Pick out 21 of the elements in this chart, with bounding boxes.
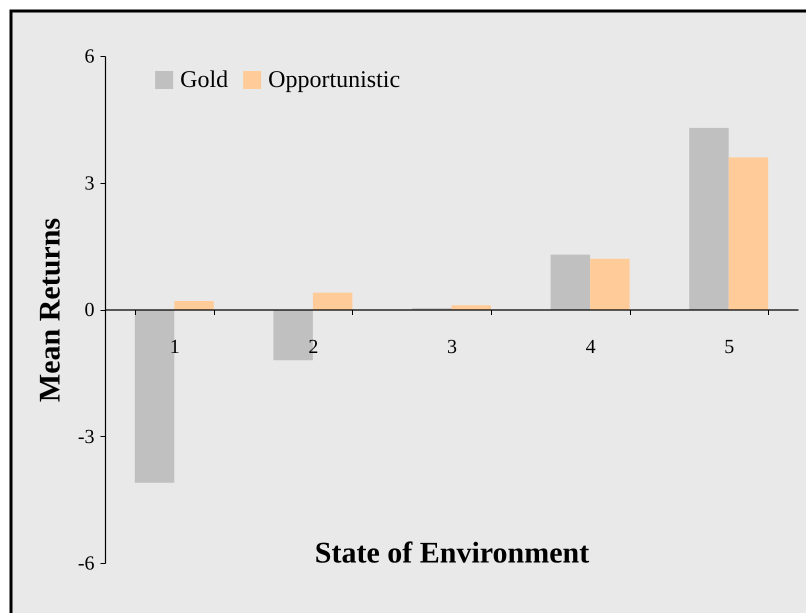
x-tick-label: 5 — [724, 336, 734, 358]
y-axis-title: Mean Returns — [34, 218, 66, 402]
legend-label: Opportunistic — [268, 67, 400, 93]
y-tick-label: 3 — [84, 172, 94, 194]
x-tick-label: 2 — [308, 336, 318, 358]
y-tick-label: 6 — [84, 46, 94, 68]
bar — [174, 301, 214, 310]
legend-label: Gold — [180, 67, 228, 93]
x-tick-label: 1 — [170, 336, 180, 358]
bar — [452, 305, 491, 310]
bar — [689, 128, 729, 310]
x-tick-label: 3 — [447, 336, 457, 358]
bar — [550, 254, 590, 310]
bar — [590, 258, 630, 310]
x-axis-title: State of Environment — [314, 536, 590, 570]
y-tick-label: -3 — [78, 426, 94, 448]
y-tick-label: 0 — [84, 299, 94, 321]
bar — [728, 157, 768, 310]
y-tick-label: -6 — [78, 552, 94, 574]
bar — [312, 292, 352, 310]
x-tick-label: 4 — [586, 336, 596, 358]
